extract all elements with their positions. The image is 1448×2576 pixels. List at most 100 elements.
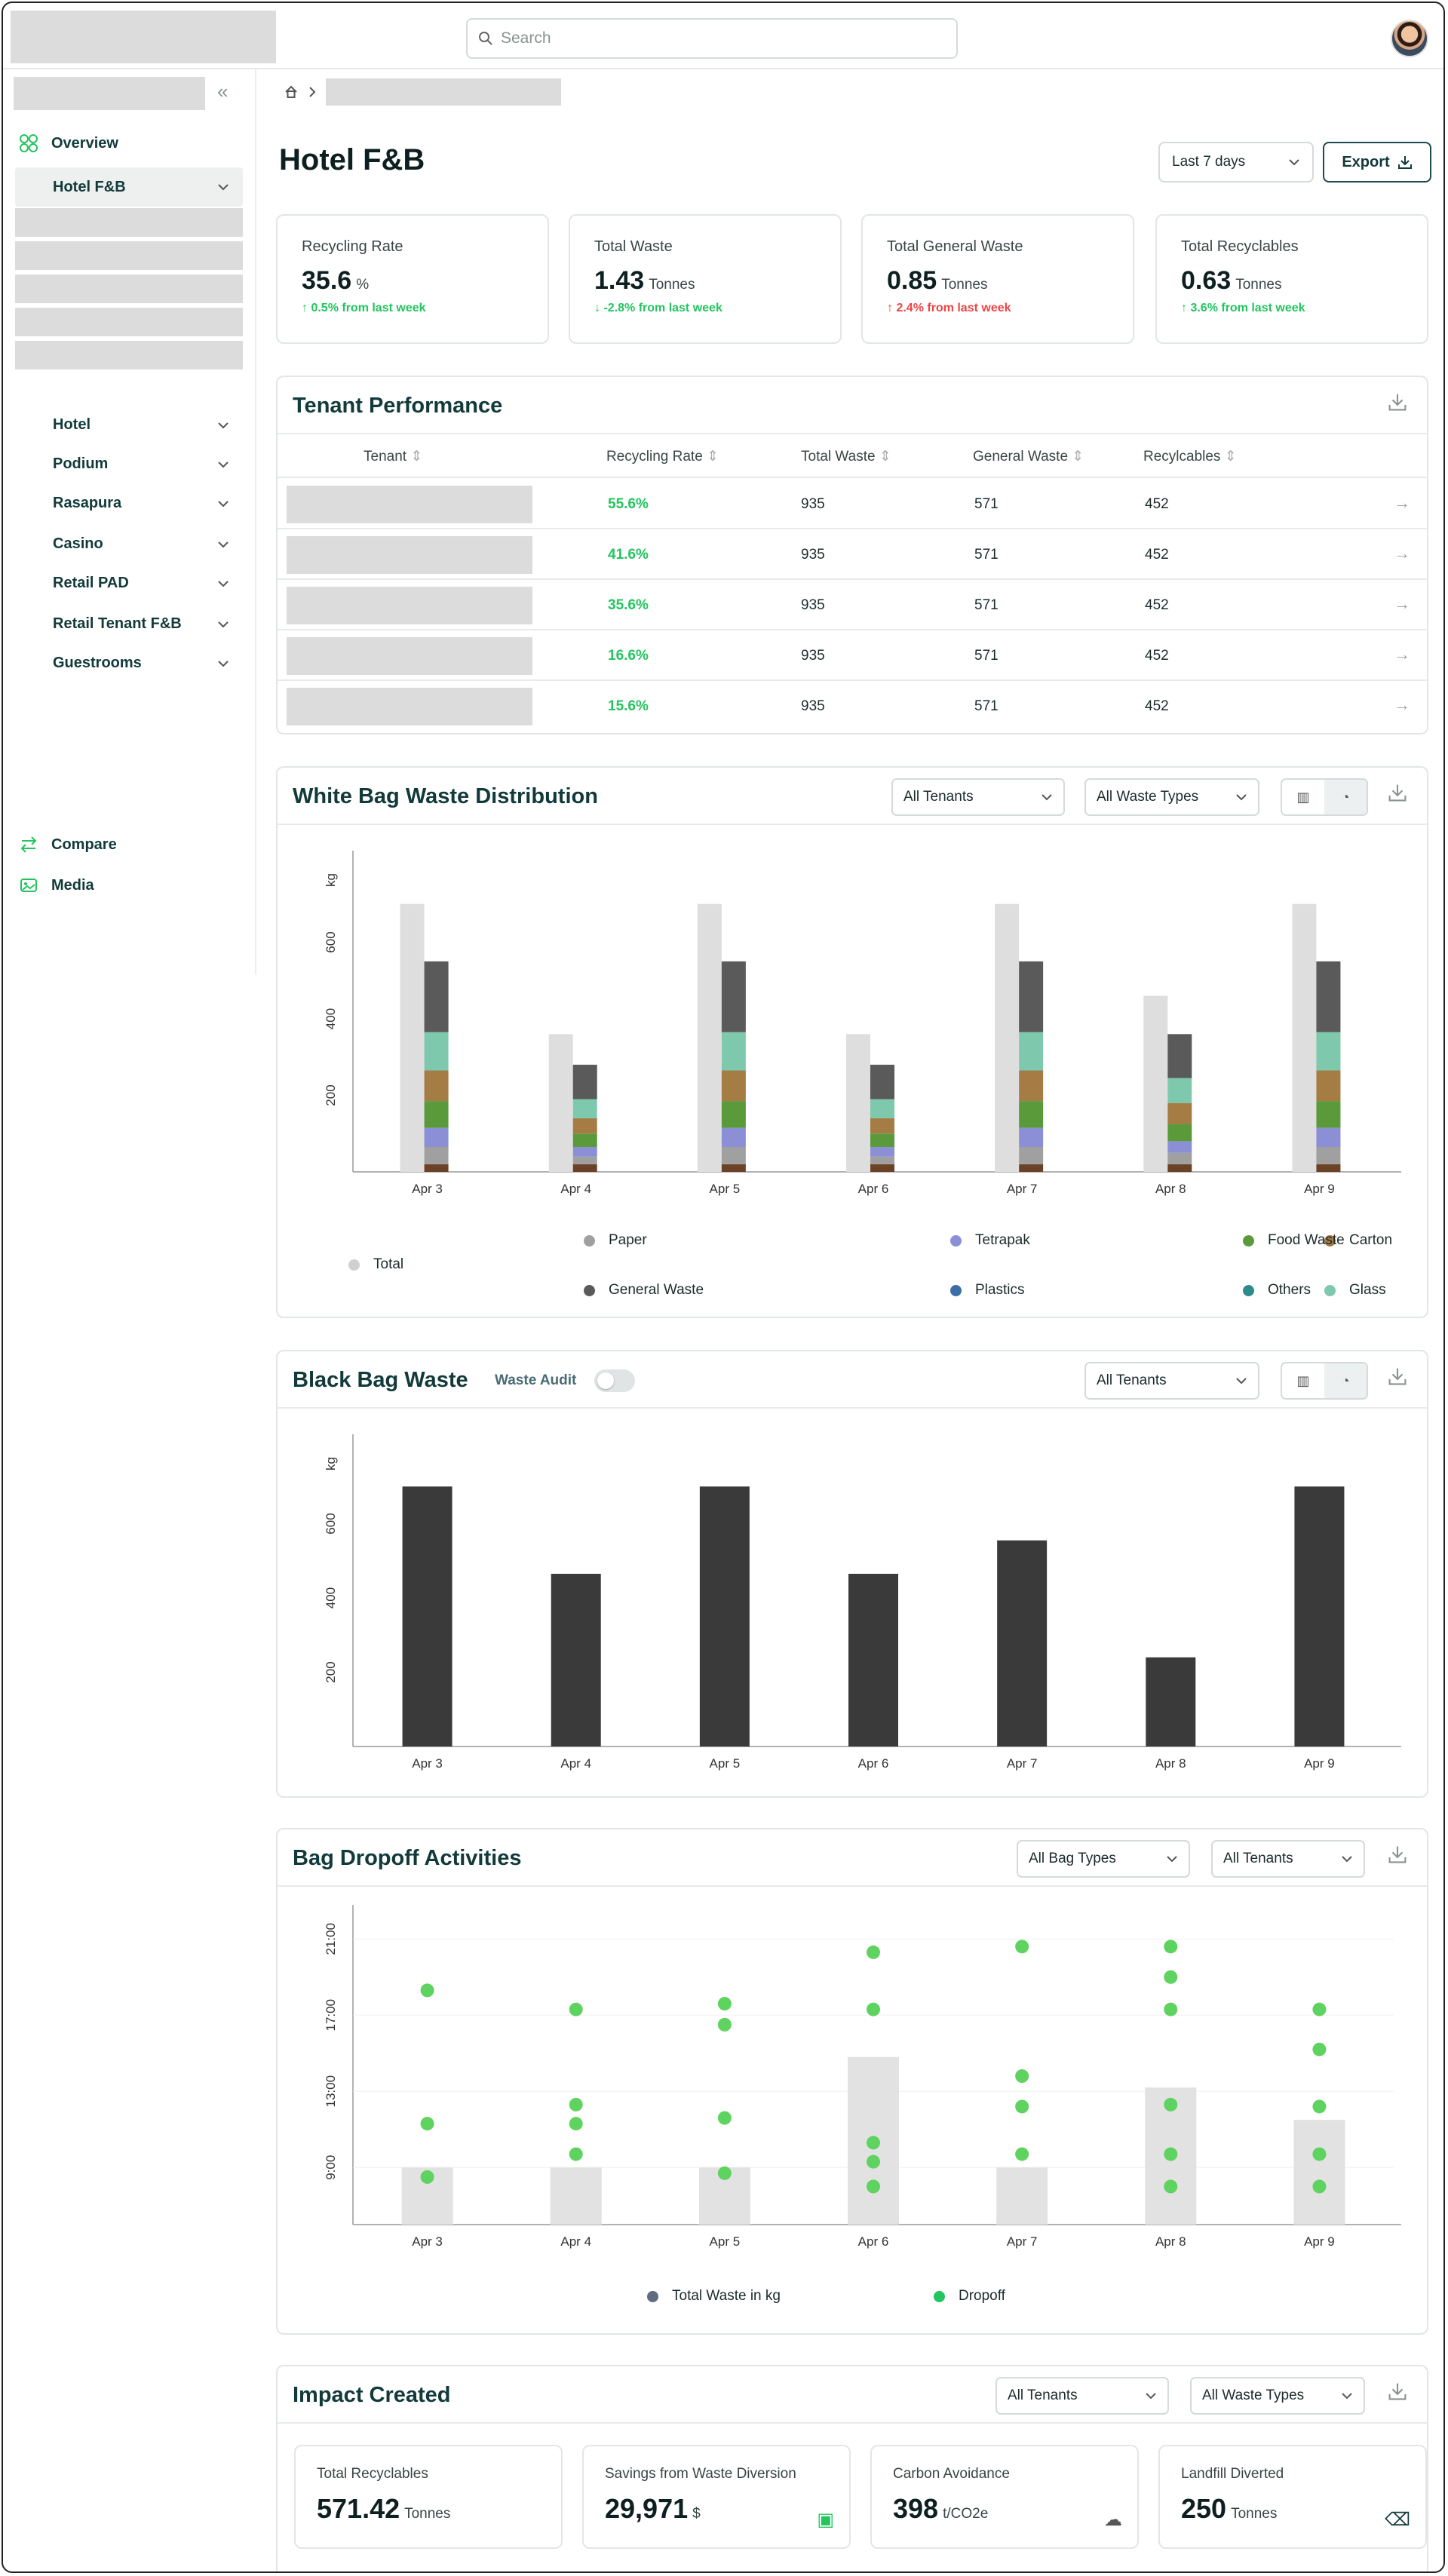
- bar-segment[interactable]: [424, 1101, 449, 1128]
- dropoff-point[interactable]: [1312, 2179, 1327, 2194]
- total-waste-bar[interactable]: [996, 2167, 1048, 2225]
- sidebar-group-item[interactable]: Retail PAD: [3, 569, 244, 599]
- bar-segment[interactable]: [721, 1032, 746, 1071]
- bar-segment[interactable]: [1019, 1147, 1044, 1164]
- download-icon[interactable]: [1388, 1366, 1407, 1386]
- bar-segment[interactable]: [424, 1127, 449, 1148]
- legend-item[interactable]: Paper: [584, 1232, 647, 1249]
- search-input[interactable]: [501, 29, 923, 48]
- bar-chart-icon[interactable]: ▥: [1296, 789, 1310, 805]
- bar-total[interactable]: [400, 903, 425, 1172]
- table-row[interactable]: 41.6% 935 571 452 →: [278, 530, 1427, 580]
- legend-item[interactable]: Others: [1243, 1282, 1311, 1299]
- legend-item[interactable]: Plastics: [950, 1282, 1024, 1299]
- download-icon[interactable]: [1388, 2381, 1407, 2401]
- bar-segment[interactable]: [1167, 1102, 1192, 1124]
- dropoff-point[interactable]: [717, 2017, 732, 2032]
- bar-segment[interactable]: [1019, 961, 1044, 1032]
- bar-segment[interactable]: [1316, 1032, 1341, 1071]
- bar-segment[interactable]: [572, 1099, 597, 1118]
- download-icon[interactable]: [1388, 392, 1407, 412]
- search-box[interactable]: [466, 18, 958, 59]
- bar-segment[interactable]: [721, 1070, 746, 1102]
- bar[interactable]: [551, 1573, 601, 1746]
- tenant-filter-select[interactable]: All Tenants: [1211, 1840, 1365, 1878]
- legend-item-total-waste[interactable]: Total Waste in kg: [647, 2288, 781, 2305]
- sidebar-group-item[interactable]: Guestrooms: [3, 649, 244, 679]
- sidebar-placeholder[interactable]: [15, 341, 243, 370]
- bag-type-filter-select[interactable]: All Bag Types: [1017, 1840, 1190, 1878]
- sidebar-item-media[interactable]: Media: [18, 875, 94, 896]
- column-header[interactable]: Recylcables ⇕: [1143, 448, 1237, 465]
- sort-icon[interactable]: ⇕: [410, 449, 423, 465]
- sidebar-group-item[interactable]: Retail Tenant F&B: [3, 609, 244, 639]
- bar-segment[interactable]: [424, 961, 449, 1032]
- dropoff-point[interactable]: [1015, 1940, 1029, 1954]
- waste-type-filter-select[interactable]: All Waste Types: [1084, 778, 1259, 816]
- tenant-filter-select[interactable]: All Tenants: [891, 778, 1065, 816]
- dropoff-point[interactable]: [420, 2170, 434, 2184]
- column-header[interactable]: Total Waste ⇕: [801, 448, 891, 465]
- bar[interactable]: [848, 1573, 898, 1746]
- arrow-right-icon[interactable]: →: [1394, 493, 1410, 512]
- legend-item[interactable]: Tetrapak: [950, 1232, 1030, 1249]
- table-row[interactable]: 15.6% 935 571 452 →: [278, 682, 1427, 731]
- sidebar-item-compare[interactable]: Compare: [18, 834, 117, 855]
- sidebar-placeholder[interactable]: [15, 241, 243, 270]
- legend-item[interactable]: Carton: [1324, 1232, 1392, 1249]
- legend-item[interactable]: General Waste: [584, 1282, 704, 1299]
- bar-segment[interactable]: [572, 1147, 597, 1157]
- dropoff-point[interactable]: [1312, 2002, 1327, 2016]
- bar-segment[interactable]: [1316, 961, 1341, 1032]
- bar-total[interactable]: [1143, 995, 1168, 1172]
- dropoff-point[interactable]: [867, 2002, 880, 2016]
- sidebar-group-item[interactable]: Hotel: [3, 410, 244, 440]
- bar-segment[interactable]: [1167, 1078, 1192, 1103]
- sidebar-placeholder[interactable]: [15, 208, 243, 237]
- dropoff-point[interactable]: [867, 2179, 880, 2194]
- bar-chart-icon[interactable]: ▥: [1296, 1372, 1310, 1388]
- bar-total[interactable]: [548, 1034, 573, 1172]
- sort-icon[interactable]: ⇕: [707, 449, 719, 465]
- legend-item[interactable]: Glass: [1324, 1282, 1386, 1299]
- bar-segment[interactable]: [870, 1099, 894, 1118]
- tenant-filter-select[interactable]: All Tenants: [996, 2377, 1169, 2415]
- dropoff-point[interactable]: [717, 2111, 732, 2125]
- sort-icon[interactable]: ⇕: [1072, 449, 1084, 465]
- dropoff-point[interactable]: [420, 2117, 434, 2131]
- dropoff-point[interactable]: [569, 2002, 583, 2016]
- bar-segment[interactable]: [1316, 1101, 1341, 1128]
- bar-segment[interactable]: [1167, 1124, 1192, 1142]
- bar-segment[interactable]: [424, 1147, 449, 1164]
- sidebar-group-item[interactable]: Casino: [3, 529, 244, 560]
- column-header[interactable]: General Waste ⇕: [973, 448, 1084, 465]
- bar-segment[interactable]: [1019, 1101, 1044, 1128]
- bar-segment[interactable]: [721, 1127, 746, 1148]
- bar-segment[interactable]: [1019, 1164, 1044, 1172]
- dropoff-point[interactable]: [1164, 2147, 1178, 2161]
- bar-segment[interactable]: [870, 1133, 894, 1148]
- bar-segment[interactable]: [721, 1101, 746, 1128]
- bar-segment[interactable]: [424, 1164, 449, 1172]
- dropoff-point[interactable]: [867, 2154, 880, 2169]
- dropoff-point[interactable]: [1164, 2002, 1178, 2016]
- bar-total[interactable]: [1292, 903, 1317, 1172]
- bar-total[interactable]: [995, 903, 1020, 1172]
- dropoff-point[interactable]: [420, 1983, 434, 1998]
- bar-segment[interactable]: [721, 1147, 746, 1164]
- bar-segment[interactable]: [1316, 1127, 1341, 1148]
- collapse-sidebar-icon[interactable]: «: [217, 80, 229, 103]
- home-icon[interactable]: [284, 84, 299, 100]
- dropoff-point[interactable]: [717, 1997, 732, 2011]
- bar-segment[interactable]: [1167, 1141, 1192, 1153]
- bar-segment[interactable]: [870, 1147, 894, 1157]
- pie-chart-icon[interactable]: ◔: [1324, 1363, 1367, 1398]
- waste-audit-toggle[interactable]: [594, 1369, 635, 1392]
- bar-segment[interactable]: [1316, 1070, 1341, 1102]
- dropoff-point[interactable]: [1015, 2069, 1029, 2084]
- dropoff-point[interactable]: [867, 2136, 880, 2150]
- legend-item-dropoff[interactable]: Dropoff: [934, 2288, 1005, 2305]
- dropoff-point[interactable]: [1312, 2099, 1327, 2114]
- date-range-select[interactable]: Last 7 days: [1158, 142, 1314, 182]
- bar-segment[interactable]: [572, 1118, 597, 1134]
